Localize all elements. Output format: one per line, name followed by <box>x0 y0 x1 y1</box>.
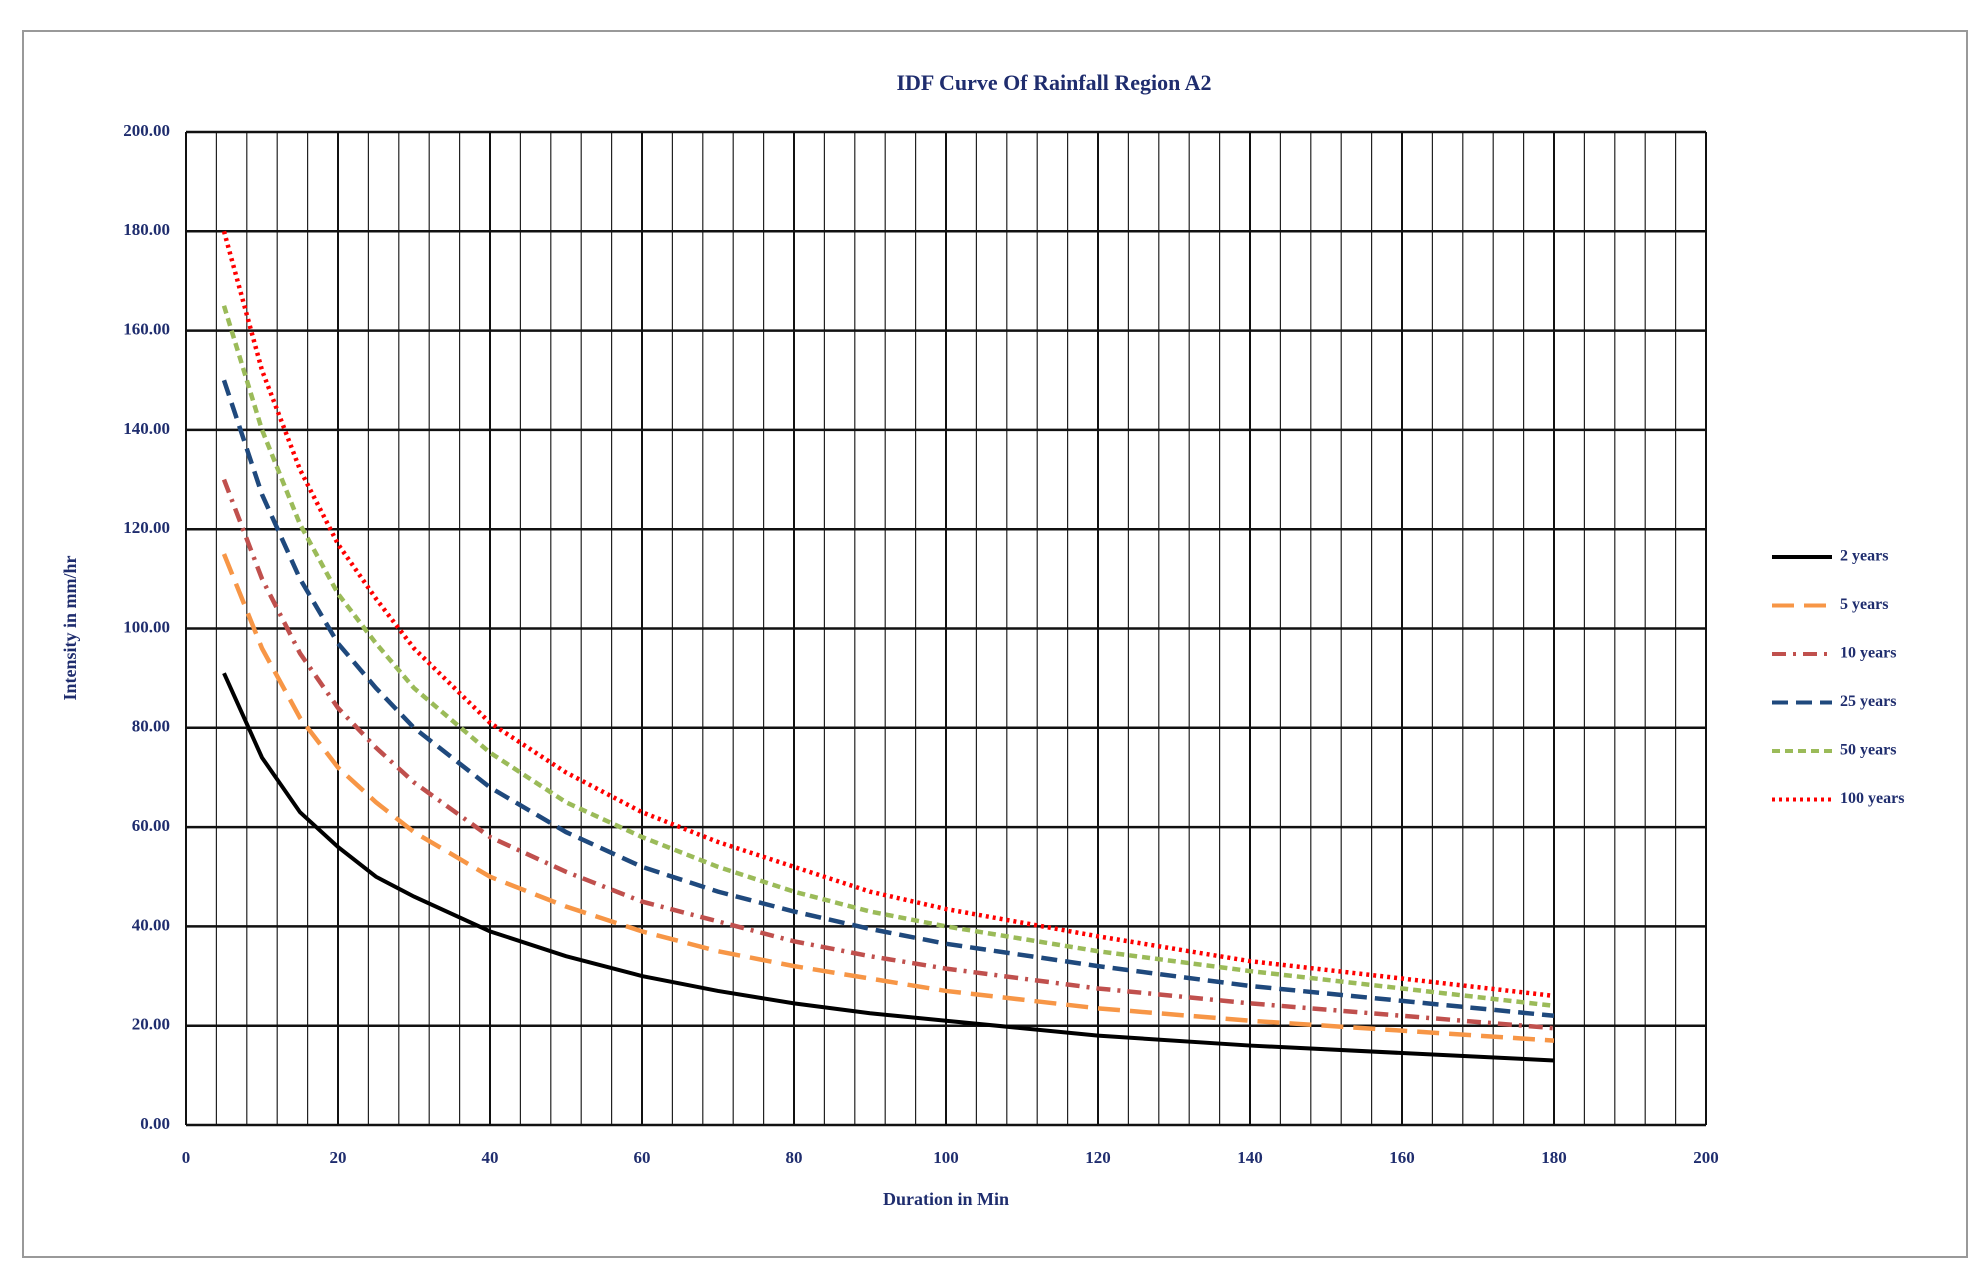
legend-label: 100 years <box>1840 790 1904 807</box>
x-tick-label: 40 <box>482 1148 499 1167</box>
x-axis-label: Duration in Min <box>883 1189 1009 1209</box>
x-tick-label: 200 <box>1693 1148 1719 1167</box>
series-line <box>221 379 1555 1019</box>
y-axis-label: Intensity in mm/hr <box>60 555 80 700</box>
chart-frame <box>22 30 1968 1258</box>
x-tick-label: 160 <box>1389 1148 1415 1167</box>
y-tick-label: 120.00 <box>123 518 170 537</box>
legend-label: 50 years <box>1840 742 1896 759</box>
series-line <box>221 478 1555 1031</box>
legend-label: 5 years <box>1840 596 1888 613</box>
y-tick-label: 180.00 <box>123 220 170 239</box>
x-tick-label: 140 <box>1237 1148 1263 1167</box>
x-tick-label: 60 <box>634 1148 651 1167</box>
series-line <box>221 305 1555 1009</box>
y-tick-label: 100.00 <box>123 617 170 636</box>
x-tick-label: 20 <box>330 1148 347 1167</box>
y-tick-label: 160.00 <box>123 320 170 339</box>
x-tick-label: 80 <box>786 1148 803 1167</box>
y-tick-label: 200.00 <box>123 121 170 140</box>
y-tick-label: 40.00 <box>132 915 170 934</box>
y-tick-label: 20.00 <box>132 1015 170 1034</box>
x-tick-label: 180 <box>1541 1148 1567 1167</box>
x-tick-label: 120 <box>1085 1148 1111 1167</box>
x-tick-label: 0 <box>182 1148 191 1167</box>
legend-label: 10 years <box>1840 645 1896 662</box>
x-tick-label: 100 <box>933 1148 959 1167</box>
legend-label: 2 years <box>1840 548 1888 565</box>
y-tick-label: 80.00 <box>132 717 170 736</box>
chart-title: IDF Curve Of Rainfall Region A2 <box>896 70 1211 95</box>
series-line <box>221 553 1555 1043</box>
y-tick-label: 0.00 <box>140 1114 170 1133</box>
series-line <box>222 672 1555 1063</box>
legend-label: 25 years <box>1840 693 1896 710</box>
y-tick-label: 140.00 <box>123 419 170 438</box>
y-tick-label: 60.00 <box>132 816 170 835</box>
